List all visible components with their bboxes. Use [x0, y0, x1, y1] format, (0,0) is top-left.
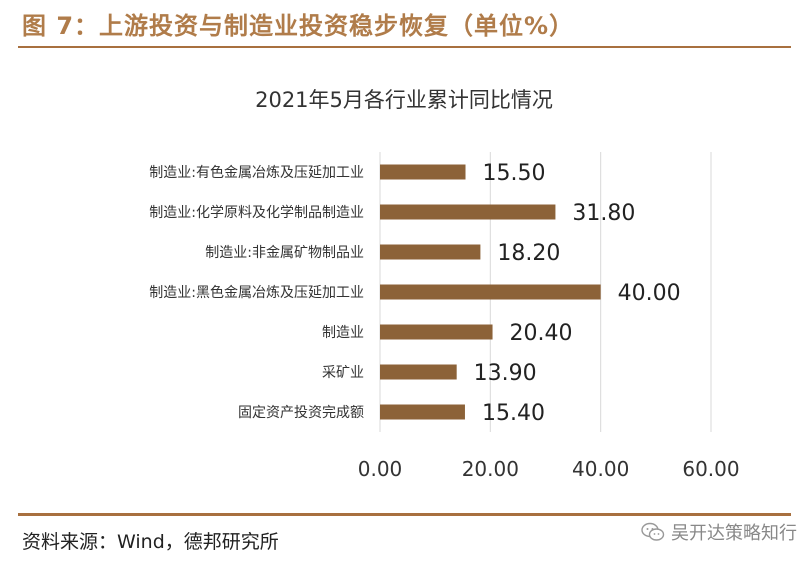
bar — [380, 324, 493, 340]
x-tick-labels: 0.00 20.00 40.00 60.00 — [358, 457, 740, 481]
bar — [380, 244, 481, 260]
x-tick-label: 0.00 — [358, 457, 403, 481]
category-label: 采矿业 — [322, 365, 364, 381]
value-label: 40.00 — [618, 281, 681, 306]
bar — [380, 164, 466, 180]
wechat-icon — [641, 522, 665, 541]
category-label: 制造业:非金属矿物制品业 — [205, 245, 364, 261]
x-tick-label: 20.00 — [462, 457, 519, 481]
chart-title: 2021年5月各行业累计同比情况 — [255, 88, 553, 112]
source-note: 资料来源：Wind，德邦研究所 — [22, 531, 279, 553]
category-label: 制造业 — [322, 325, 364, 341]
value-label: 20.40 — [510, 321, 573, 346]
x-tick-label: 60.00 — [682, 457, 739, 481]
bar — [380, 364, 457, 380]
bottom-rule — [18, 513, 791, 516]
top-rule — [18, 46, 791, 48]
bar — [380, 204, 556, 220]
bar — [380, 284, 601, 300]
value-labels: 15.50 31.80 18.20 40.00 20.40 13.90 15.40 — [474, 161, 681, 426]
category-label: 制造业:化学原料及化学制品制造业 — [149, 205, 364, 221]
watermark-text: 吴开达策略知行 — [671, 523, 797, 544]
category-labels: 制造业:有色金属冶炼及压延加工业制造业:化学原料及化学制品制造业制造业:非金属矿… — [149, 164, 364, 421]
x-tick-label: 40.00 — [572, 457, 629, 481]
watermark: 吴开达策略知行 — [641, 519, 797, 545]
bars — [380, 164, 601, 420]
category-label: 固定资产投资完成额 — [238, 405, 364, 421]
value-label: 13.90 — [474, 361, 537, 386]
category-label: 制造业:有色金属冶炼及压延加工业 — [149, 164, 364, 181]
bar-chart: 2021年5月各行业累计同比情况 制造业:有色金属冶炼及压延加工业制造业:化学原… — [149, 88, 740, 481]
category-label: 制造业:黑色金属冶炼及压延加工业 — [149, 284, 364, 301]
value-label: 15.40 — [482, 401, 545, 426]
value-label: 15.50 — [483, 161, 546, 186]
bar — [380, 404, 465, 420]
value-label: 18.20 — [497, 241, 560, 266]
figure-title: 图 7：上游投资与制造业投资稳步恢复（单位%） — [22, 12, 575, 40]
value-label: 31.80 — [572, 201, 635, 226]
